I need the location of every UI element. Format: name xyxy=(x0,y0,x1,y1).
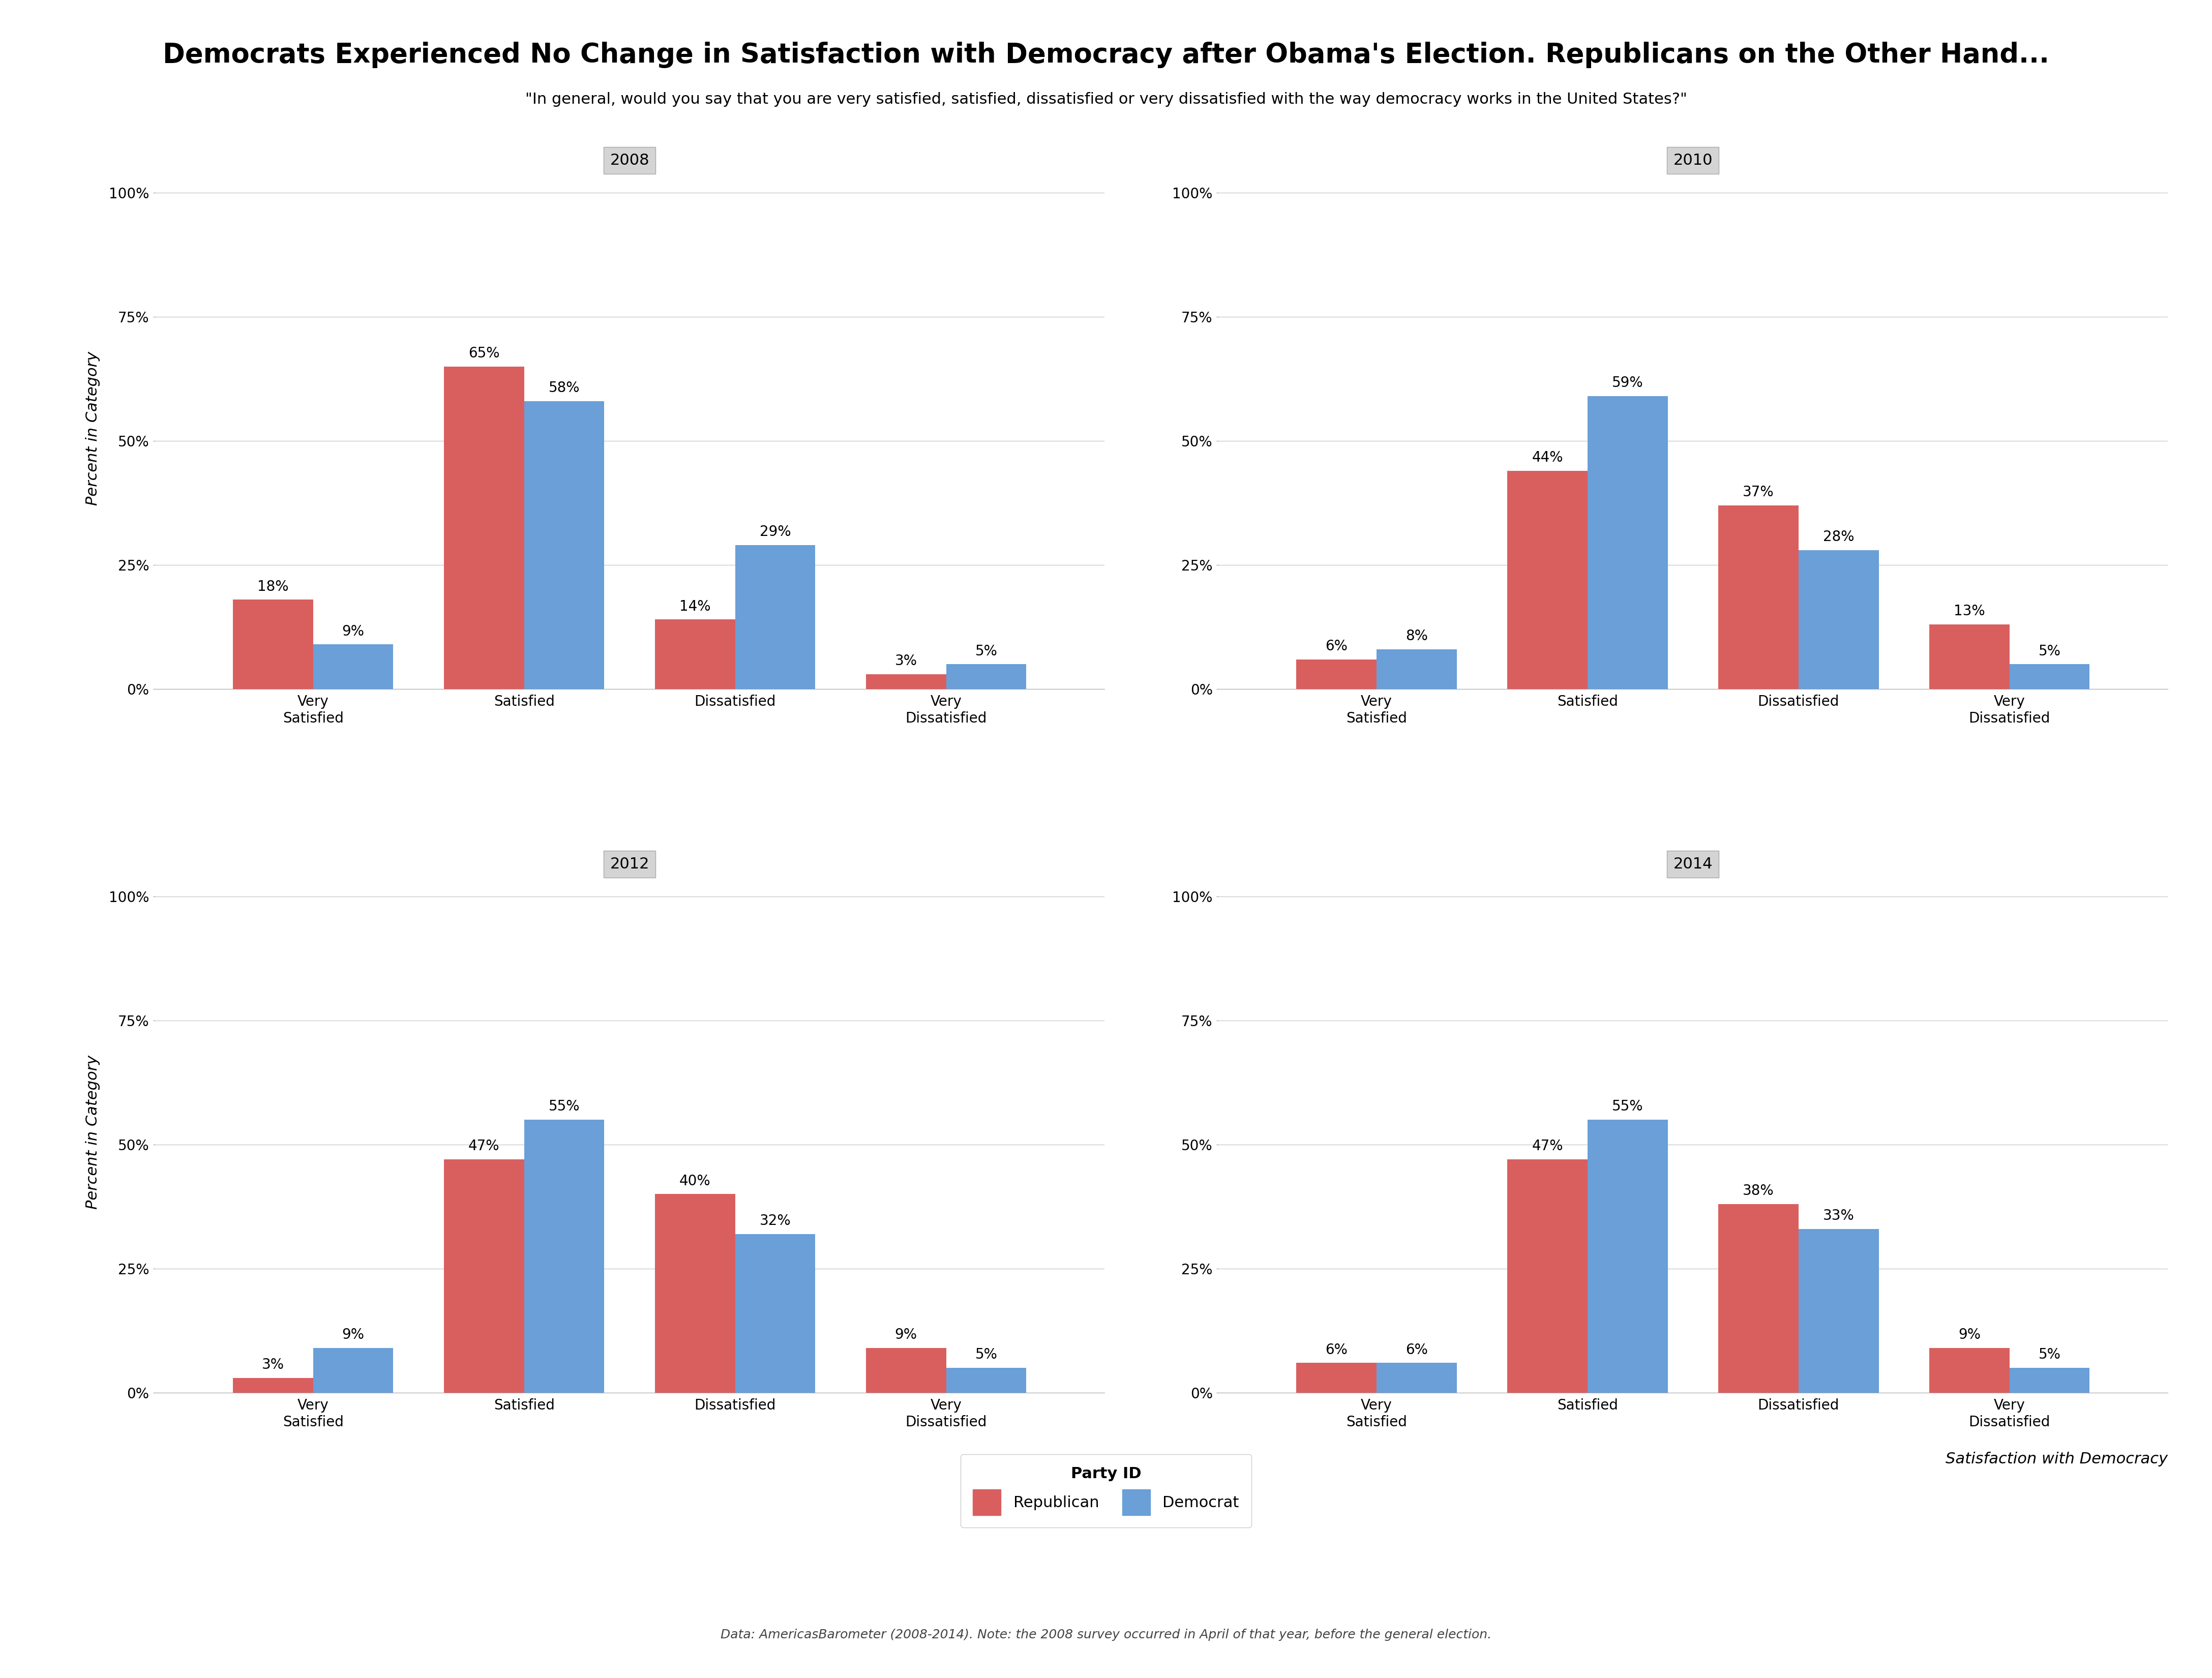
Bar xyxy=(1588,1119,1668,1393)
Text: 9%: 9% xyxy=(896,1327,918,1342)
Text: 33%: 33% xyxy=(1823,1208,1854,1223)
Title: 2008: 2008 xyxy=(611,153,650,168)
Bar xyxy=(1719,1205,1798,1393)
Text: 44%: 44% xyxy=(1531,450,1564,465)
Bar xyxy=(524,1119,604,1393)
Text: 38%: 38% xyxy=(1743,1185,1774,1198)
Bar xyxy=(314,644,394,690)
Text: 6%: 6% xyxy=(1325,1342,1347,1358)
Bar xyxy=(947,1368,1026,1393)
Bar xyxy=(1296,1363,1376,1393)
Bar xyxy=(865,1347,947,1393)
Title: 2010: 2010 xyxy=(1672,153,1712,168)
Text: 47%: 47% xyxy=(1531,1139,1564,1153)
Text: 59%: 59% xyxy=(1613,376,1644,391)
Text: 58%: 58% xyxy=(549,381,580,394)
Text: 40%: 40% xyxy=(679,1175,710,1188)
Text: 3%: 3% xyxy=(261,1358,283,1373)
Text: 37%: 37% xyxy=(1743,485,1774,500)
Bar xyxy=(1798,1228,1878,1393)
Text: 47%: 47% xyxy=(469,1139,500,1153)
Text: Data: AmericasBarometer (2008-2014). Note: the 2008 survey occurred in April of : Data: AmericasBarometer (2008-2014). Not… xyxy=(721,1629,1491,1641)
Bar xyxy=(1376,1363,1458,1393)
Text: Satisfaction with Democracy: Satisfaction with Democracy xyxy=(1947,1451,2168,1467)
Text: 9%: 9% xyxy=(343,624,365,638)
Text: 3%: 3% xyxy=(896,654,918,668)
Text: 6%: 6% xyxy=(1405,1342,1427,1358)
Bar xyxy=(655,1195,734,1393)
Text: 55%: 55% xyxy=(549,1099,580,1114)
Bar xyxy=(1588,396,1668,690)
Bar xyxy=(1929,624,2008,690)
Bar xyxy=(1929,1347,2008,1393)
Text: 55%: 55% xyxy=(1613,1099,1644,1114)
Bar xyxy=(445,1159,524,1393)
Text: 32%: 32% xyxy=(759,1213,792,1228)
Text: 28%: 28% xyxy=(1823,530,1854,544)
Text: 14%: 14% xyxy=(679,599,710,614)
Bar xyxy=(734,545,816,690)
Text: 6%: 6% xyxy=(1325,639,1347,653)
Text: 65%: 65% xyxy=(469,346,500,361)
Bar xyxy=(524,401,604,690)
Y-axis label: Percent in Category: Percent in Category xyxy=(86,1055,100,1210)
Bar xyxy=(232,1378,314,1393)
Y-axis label: Percent in Category: Percent in Category xyxy=(86,351,100,505)
Bar xyxy=(947,664,1026,690)
Text: 5%: 5% xyxy=(975,644,998,658)
Text: 8%: 8% xyxy=(1405,629,1427,643)
Bar xyxy=(1506,1159,1588,1393)
Bar xyxy=(445,366,524,690)
Text: 9%: 9% xyxy=(1958,1327,1980,1342)
Bar xyxy=(655,619,734,690)
Text: 13%: 13% xyxy=(1953,604,1984,619)
Bar xyxy=(2008,1368,2090,1393)
Text: Democrats Experienced No Change in Satisfaction with Democracy after Obama's Ele: Democrats Experienced No Change in Satis… xyxy=(164,42,2048,69)
Bar xyxy=(1798,550,1878,690)
Title: 2014: 2014 xyxy=(1672,857,1712,871)
Bar xyxy=(1506,470,1588,690)
Text: 5%: 5% xyxy=(2039,644,2062,658)
Text: "In general, would you say that you are very satisfied, satisfied, dissatisfied : "In general, would you say that you are … xyxy=(524,92,1688,107)
Text: 9%: 9% xyxy=(343,1327,365,1342)
Bar xyxy=(1296,659,1376,690)
Title: 2012: 2012 xyxy=(611,857,650,871)
Bar xyxy=(865,675,947,690)
Bar xyxy=(232,599,314,690)
Text: 5%: 5% xyxy=(975,1347,998,1363)
Bar xyxy=(734,1233,816,1393)
Bar xyxy=(1376,649,1458,690)
Text: 5%: 5% xyxy=(2039,1347,2062,1363)
Legend: Republican, Democrat: Republican, Democrat xyxy=(960,1455,1252,1527)
Text: 18%: 18% xyxy=(257,579,288,594)
Bar xyxy=(2008,664,2090,690)
Bar xyxy=(1719,505,1798,690)
Bar xyxy=(314,1347,394,1393)
Text: 29%: 29% xyxy=(759,525,792,539)
